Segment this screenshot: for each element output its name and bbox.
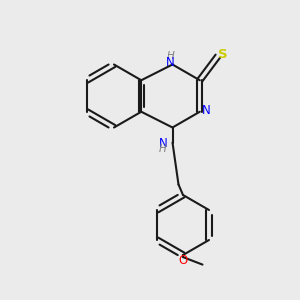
Text: O: O [179,254,188,268]
Text: S: S [218,48,228,61]
Text: N: N [202,104,211,117]
Text: H: H [166,51,174,61]
Text: N: N [166,56,175,69]
Text: H: H [159,144,167,154]
Text: N: N [158,136,167,150]
